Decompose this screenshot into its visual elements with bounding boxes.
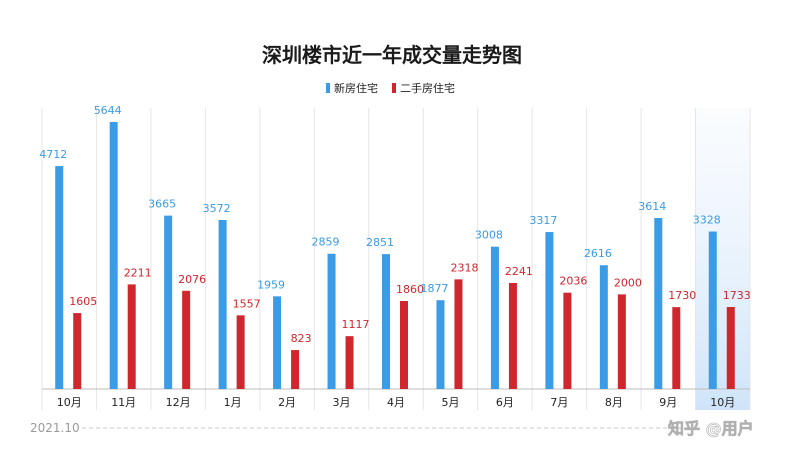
data-label: 3328 xyxy=(693,214,721,227)
data-label: 3008 xyxy=(475,229,503,242)
x-tick-label: 10月 xyxy=(710,396,735,409)
data-label: 2318 xyxy=(450,261,478,274)
x-tick-label: 6月 xyxy=(496,396,514,409)
x-tick-label: 12月 xyxy=(166,396,191,409)
bars-layer xyxy=(55,122,735,389)
bar xyxy=(654,218,663,389)
bar xyxy=(400,301,408,389)
data-label: 3614 xyxy=(638,200,666,213)
legend-swatch xyxy=(326,83,330,93)
bar xyxy=(490,246,499,389)
bar xyxy=(382,254,390,389)
footer-start-label: 2021.10 xyxy=(30,421,80,435)
bar xyxy=(73,313,82,389)
x-tick-label: 2月 xyxy=(278,396,296,409)
data-label: 823 xyxy=(291,332,312,345)
bar xyxy=(345,336,354,389)
data-label: 5644 xyxy=(94,104,122,117)
bar xyxy=(708,231,717,389)
bar xyxy=(563,292,572,389)
data-label: 1733 xyxy=(723,289,751,302)
x-tick-label: 11月 xyxy=(111,396,136,409)
x-tick-label: 9月 xyxy=(659,396,677,409)
bar xyxy=(291,350,300,389)
legend-label: 新房住宅 xyxy=(334,81,378,95)
legend-swatch xyxy=(392,83,396,93)
data-label: 1730 xyxy=(668,289,696,302)
bar xyxy=(182,290,191,389)
bar xyxy=(273,296,282,389)
data-label: 4712 xyxy=(39,148,67,161)
bar xyxy=(508,282,517,389)
bar xyxy=(599,265,608,389)
data-label: 1860 xyxy=(396,283,424,296)
value-labels-layer: 4712 1605 5644 2211 3665 2076 3572 1557 1959 823 2… xyxy=(39,104,751,345)
data-label: 2859 xyxy=(312,236,340,249)
chart-title: 深圳楼市近一年成交量走势图 xyxy=(262,43,522,67)
data-label: 1605 xyxy=(69,295,97,308)
data-label: 1959 xyxy=(257,278,285,291)
bar xyxy=(218,220,227,389)
bar xyxy=(327,253,336,389)
data-label: 2616 xyxy=(584,247,612,260)
bar xyxy=(617,294,626,389)
data-label: 3572 xyxy=(203,202,231,215)
bar xyxy=(55,166,64,389)
watermark: 知乎 @用户 xyxy=(668,419,754,438)
data-label: 3317 xyxy=(529,214,557,227)
data-label: 1117 xyxy=(342,318,370,331)
bar xyxy=(545,232,554,389)
data-label: 2000 xyxy=(614,276,642,289)
data-label: 2851 xyxy=(366,236,394,249)
data-label: 2076 xyxy=(178,273,206,286)
x-tick-label: 1月 xyxy=(224,396,242,409)
x-tick-labels: 10月 11月 12月 1月 2月 3月 4月 5月 6月 7月 8月 9月 10月 xyxy=(57,396,736,409)
bar xyxy=(109,122,118,389)
legend: 新房住宅 二手房住宅 xyxy=(326,81,455,95)
data-label: 3665 xyxy=(148,198,176,211)
data-label: 1557 xyxy=(233,297,261,310)
bar xyxy=(127,284,136,389)
bar xyxy=(454,279,463,389)
plot-background xyxy=(41,108,751,410)
x-tick-label: 7月 xyxy=(550,396,568,409)
data-label: 2241 xyxy=(505,265,533,278)
x-tick-label: 4月 xyxy=(387,396,405,409)
data-label: 2036 xyxy=(559,275,587,288)
bar xyxy=(236,315,245,389)
x-tick-label: 10月 xyxy=(57,396,82,409)
bar xyxy=(726,307,735,389)
x-tick-label: 5月 xyxy=(441,396,459,409)
legend-label: 二手房住宅 xyxy=(400,81,455,95)
bar xyxy=(672,307,681,389)
data-label: 1877 xyxy=(420,282,448,295)
x-tick-label: 3月 xyxy=(333,396,351,409)
highlight-column xyxy=(695,108,750,410)
bar xyxy=(164,215,173,389)
x-tick-label: 8月 xyxy=(605,396,623,409)
data-label: 2211 xyxy=(124,266,152,279)
footer: 2021.10 知乎 @用户 xyxy=(30,419,754,439)
bar xyxy=(436,300,445,389)
